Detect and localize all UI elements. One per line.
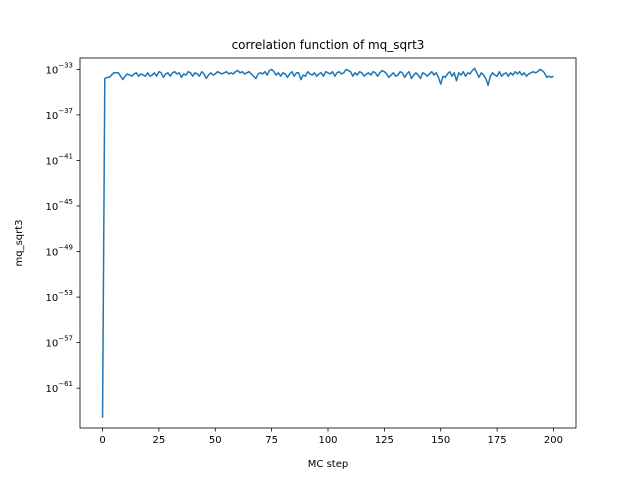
x-axis-label: MC step [308, 459, 348, 470]
x-tick-label: 25 [153, 435, 166, 446]
x-tick-label: 50 [209, 435, 222, 446]
x-axis: 0 25 50 75 100 125 150 175 200 [99, 428, 563, 446]
x-tick-label: 100 [318, 435, 337, 446]
x-tick-label: 200 [544, 435, 563, 446]
x-tick-label: 150 [431, 435, 450, 446]
series-line [101, 67, 554, 418]
x-tick-label: 125 [375, 435, 394, 446]
x-tick-label: 0 [99, 435, 105, 446]
x-tick-label: 175 [488, 435, 507, 446]
chart-title: correlation function of mq_sqrt3 [232, 38, 425, 52]
y-axis-label: mq_sqrt3 [14, 219, 25, 266]
plot-area [101, 67, 554, 418]
x-tick-label: 75 [265, 435, 278, 446]
